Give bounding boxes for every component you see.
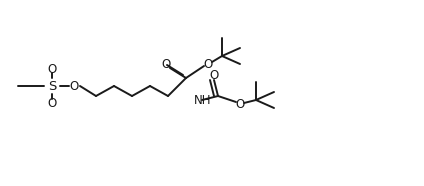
- Text: O: O: [47, 97, 57, 110]
- Text: O: O: [204, 57, 212, 70]
- Text: O: O: [70, 79, 78, 92]
- Text: O: O: [235, 97, 245, 110]
- Text: O: O: [162, 57, 170, 70]
- Text: S: S: [48, 79, 56, 92]
- Text: O: O: [209, 68, 219, 81]
- Text: O: O: [47, 62, 57, 76]
- Text: NH: NH: [194, 94, 212, 107]
